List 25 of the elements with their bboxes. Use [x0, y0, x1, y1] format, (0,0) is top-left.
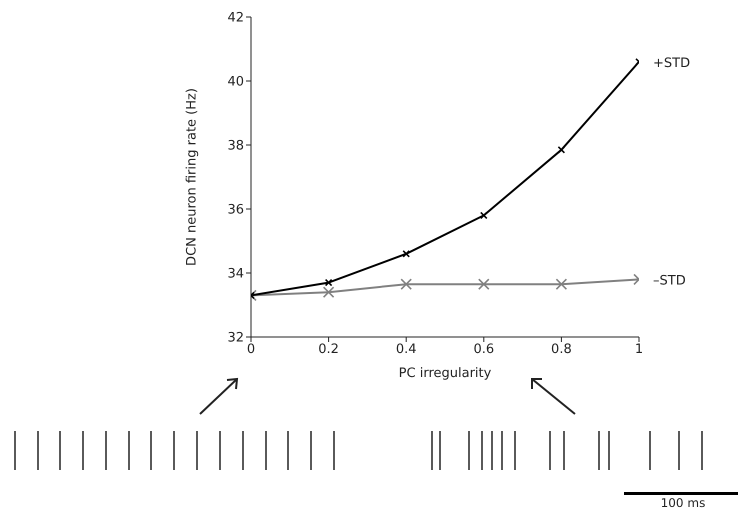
y-tick-label: 32 [227, 330, 244, 346]
y-tick-label: 42 [227, 10, 244, 26]
point [322, 286, 334, 298]
x-axis-title: PC irregularity [398, 366, 492, 381]
text: 100 ms [660, 496, 706, 510]
x-tick-label: 0.8 [551, 342, 572, 358]
point [480, 212, 488, 220]
point [558, 146, 566, 154]
x-tick-label: 0.6 [473, 342, 494, 358]
point [324, 278, 332, 286]
y-tick-label: 34 [227, 266, 244, 282]
x-tick-label: 0 [246, 342, 256, 358]
point [478, 278, 490, 290]
point [556, 278, 568, 290]
y-tick-label: 36 [227, 202, 244, 218]
series-label: –STD [653, 273, 686, 288]
x-tick-label: 0.4 [396, 342, 417, 358]
point [402, 250, 410, 258]
x-tick-label: 1 [634, 342, 644, 358]
y-axis-title: DCN neuron firing rate (Hz) [184, 88, 200, 266]
y-tick-label: 40 [227, 74, 244, 90]
series-label: +STD [653, 56, 690, 71]
x-tick-label: 0.2 [318, 342, 339, 358]
y-tick-label: 38 [227, 138, 244, 154]
point [400, 278, 412, 290]
